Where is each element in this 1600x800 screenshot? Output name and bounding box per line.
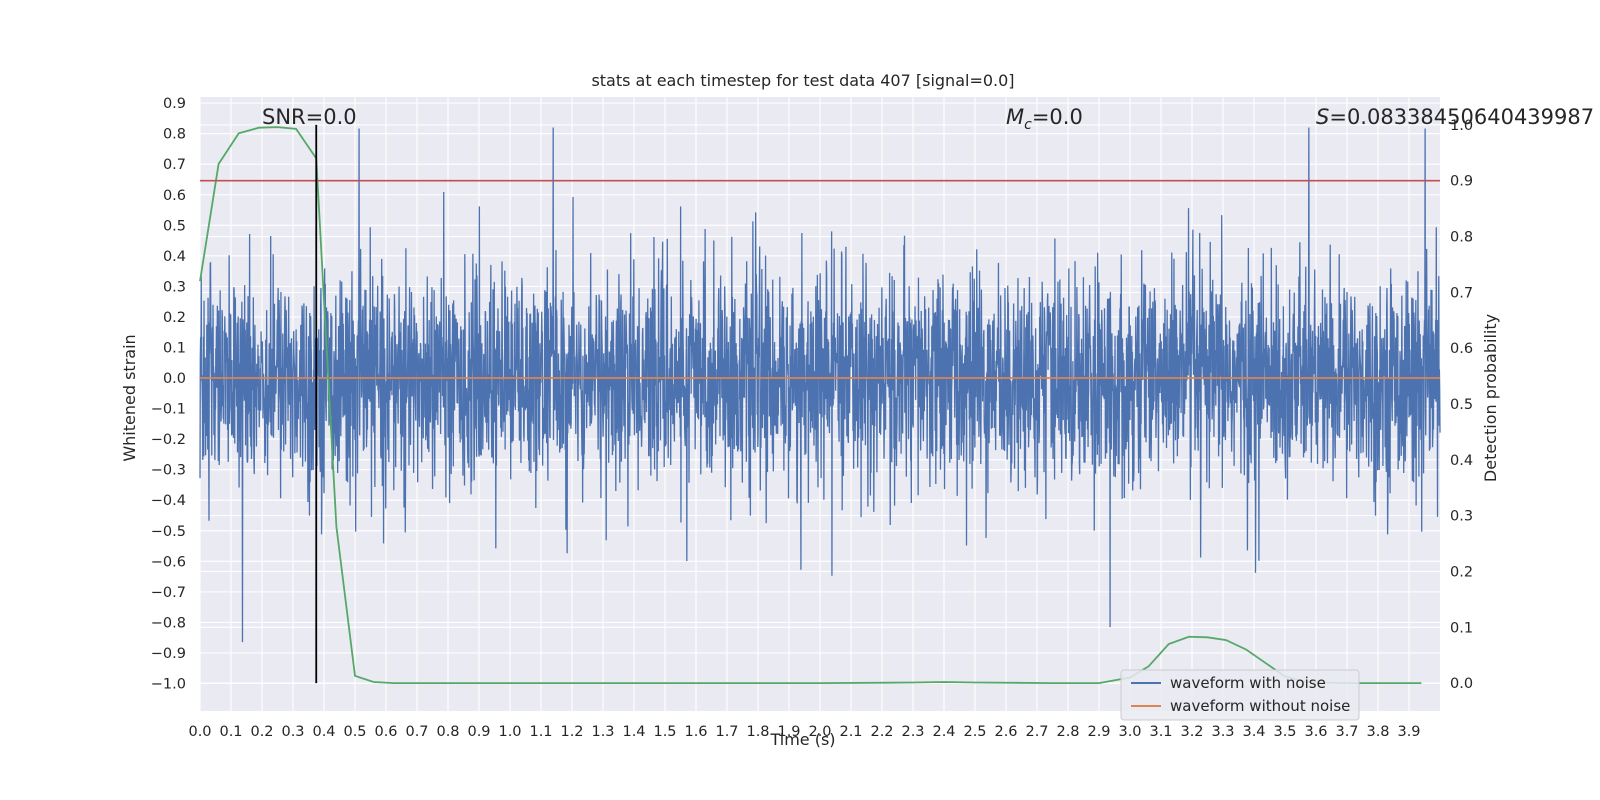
- x-tick-label-33: 3.3: [1211, 724, 1234, 740]
- y-tick-label-5: 0.4: [163, 249, 186, 265]
- x-tick-label-13: 1.3: [591, 724, 614, 740]
- x-tick-label-7: 0.7: [405, 724, 428, 740]
- mc-subscript: c: [1024, 117, 1032, 133]
- x-tick-label-11: 1.1: [529, 724, 552, 740]
- x-tick-label-10: 1.0: [498, 724, 521, 740]
- x-tick-label-30: 3.0: [1118, 724, 1141, 740]
- series-waveform-with-noise: [199, 127, 1441, 643]
- x-tick-label-36: 3.6: [1304, 724, 1327, 740]
- x-tick-label-39: 3.9: [1397, 724, 1420, 740]
- x-tick-label-32: 3.2: [1180, 724, 1203, 740]
- x-tick-label-23: 2.3: [901, 724, 924, 740]
- x-tick-label-2: 0.2: [250, 724, 273, 740]
- y-tick-label-8: 0.1: [163, 340, 186, 356]
- y-tick-label-3: 0.6: [163, 188, 186, 204]
- x-tick-label-12: 1.2: [560, 724, 583, 740]
- x-tick-label-28: 2.8: [1056, 724, 1079, 740]
- x-tick-label-6: 0.6: [374, 724, 397, 740]
- y-right-tick-label-3: 0.7: [1450, 285, 1473, 301]
- y-right-tick-label-0: 1.0: [1450, 118, 1473, 134]
- s-symbol: S: [1316, 105, 1329, 129]
- x-tick-label-27: 2.7: [1025, 724, 1048, 740]
- y-right-tick-label-8: 0.2: [1450, 564, 1473, 580]
- x-tick-label-19: 1.9: [777, 724, 800, 740]
- y-axis-label: Whitened strain: [120, 334, 139, 461]
- chart-title: stats at each timestep for test data 407…: [591, 71, 1014, 90]
- y-tick-label-19: −1.0: [151, 677, 186, 693]
- x-tick-label-20: 2.0: [808, 724, 831, 740]
- y-tick-label-4: 0.5: [163, 218, 186, 234]
- y-tick-label-1: 0.8: [163, 127, 186, 143]
- x-tick-label-4: 0.4: [312, 724, 335, 740]
- y-tick-label-13: −0.4: [151, 493, 186, 509]
- x-tick-label-15: 1.5: [653, 724, 676, 740]
- x-tick-label-37: 3.7: [1335, 724, 1358, 740]
- x-tick-label-34: 3.4: [1242, 724, 1265, 740]
- y-right-tick-label-2: 0.8: [1450, 230, 1473, 246]
- x-tick-label-18: 1.8: [746, 724, 769, 740]
- x-axis-label: Time (s): [769, 730, 835, 749]
- y-right-tick-label-5: 0.5: [1450, 397, 1473, 413]
- y-right-tick-label-4: 0.6: [1450, 341, 1473, 357]
- x-tick-label-16: 1.6: [684, 724, 707, 740]
- y-tick-label-12: −0.3: [151, 463, 186, 479]
- y-right-tick-labels: 1.0 0.9 0.8 0.7 0.6 0.5 0.4 0.3 0.2 0.1 0.0: [1450, 118, 1473, 692]
- y-right-tick-label-10: 0.0: [1450, 676, 1473, 692]
- y-right-tick-label-7: 0.3: [1450, 509, 1473, 525]
- x-tick-labels: 0.0 0.1 0.2 0.3 0.4 0.5 0.6 0.7 0.8 0.9 1.0 1.1 1.2 1…: [188, 724, 1420, 740]
- y-tick-label-2: 0.7: [163, 157, 186, 173]
- mc-annotation: Mc=0.0: [1006, 105, 1083, 133]
- x-tick-label-35: 3.5: [1273, 724, 1296, 740]
- noise-trace: [199, 127, 1441, 643]
- legend-label-clean: waveform without noise: [1170, 697, 1350, 715]
- x-tick-label-38: 3.8: [1366, 724, 1389, 740]
- x-tick-label-24: 2.4: [932, 724, 955, 740]
- legend-box: [1120, 669, 1360, 721]
- x-tick-label-22: 2.2: [870, 724, 893, 740]
- y-right-tick-label-9: 0.1: [1450, 620, 1473, 636]
- y-tick-label-10: −0.1: [151, 402, 186, 418]
- s-annotation: S=0.08338450640439987: [1316, 105, 1594, 129]
- snr-annotation: SNR=0.0: [262, 105, 357, 129]
- y-right-tick-label-6: 0.4: [1450, 453, 1473, 469]
- x-tick-label-26: 2.6: [994, 724, 1017, 740]
- x-tick-label-17: 1.7: [715, 724, 738, 740]
- y-tick-label-6: 0.3: [163, 279, 186, 295]
- mc-value: =0.0: [1032, 105, 1083, 129]
- y-tick-label-9: 0.0: [163, 371, 186, 387]
- x-tick-label-25: 2.5: [963, 724, 986, 740]
- s-value: =0.08338450640439987: [1329, 105, 1594, 129]
- legend: waveform with noise waveform without noi…: [1120, 669, 1360, 721]
- x-tick-label-21: 2.1: [839, 724, 862, 740]
- legend-label-noise: waveform with noise: [1170, 674, 1326, 692]
- x-tick-label-5: 0.5: [343, 724, 366, 740]
- x-tick-label-1: 0.1: [219, 724, 242, 740]
- x-tick-label-31: 3.1: [1149, 724, 1172, 740]
- y-tick-label-18: −0.9: [151, 646, 186, 662]
- y-tick-label-7: 0.2: [163, 310, 186, 326]
- x-tick-label-0: 0.0: [188, 724, 211, 740]
- y-tick-label-14: −0.5: [151, 524, 186, 540]
- x-tick-label-14: 1.4: [622, 724, 645, 740]
- mc-symbol: M: [1006, 105, 1024, 129]
- x-tick-label-9: 0.9: [467, 724, 490, 740]
- x-tick-label-3: 0.3: [281, 724, 304, 740]
- x-tick-label-29: 2.9: [1087, 724, 1110, 740]
- y-right-axis-label: Detection probability: [1481, 314, 1500, 482]
- y-tick-label-15: −0.6: [151, 554, 186, 570]
- y-tick-label-17: −0.8: [151, 615, 186, 631]
- y-tick-label-0: 0.9: [163, 96, 186, 112]
- x-tick-label-8: 0.8: [436, 724, 459, 740]
- y-tick-labels: 0.9 0.8 0.7 0.6 0.5 0.4 0.3 0.2 0.1 0.0 −0.1 −0.2 −0…: [151, 96, 186, 692]
- y-tick-label-11: −0.2: [151, 432, 186, 448]
- y-tick-label-16: −0.7: [151, 585, 186, 601]
- y-right-tick-label-1: 0.9: [1450, 174, 1473, 190]
